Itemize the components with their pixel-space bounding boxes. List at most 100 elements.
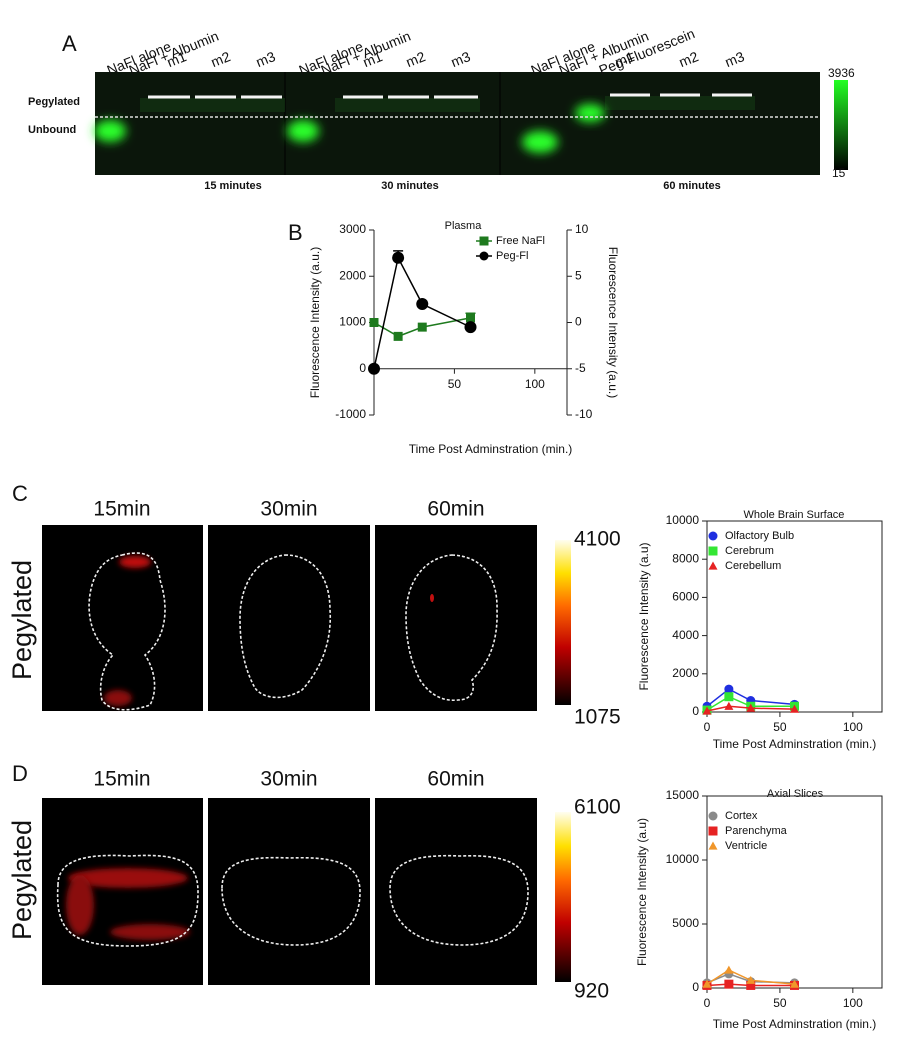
y-axis-label: Fluorescence Intensity (a.u.) bbox=[308, 247, 322, 398]
data-point bbox=[466, 313, 475, 323]
lane-label: m2 bbox=[209, 48, 233, 70]
time-label: 30min bbox=[260, 768, 317, 791]
panel-letter: C bbox=[12, 481, 28, 506]
legend-marker bbox=[708, 561, 718, 570]
data-point bbox=[369, 318, 379, 327]
legend-label: Cerebellum bbox=[725, 560, 781, 572]
time-label: 30 minutes bbox=[381, 180, 438, 192]
chart-title: Plasma bbox=[445, 220, 483, 232]
legend-label: Parenchyma bbox=[725, 825, 788, 837]
data-point bbox=[724, 684, 734, 694]
x-tick-label: 100 bbox=[525, 377, 545, 391]
lane-label: m2 bbox=[404, 48, 428, 70]
data-point bbox=[724, 979, 734, 989]
colorbar-min: 15 bbox=[832, 166, 846, 180]
y-tick-label: -1000 bbox=[335, 407, 366, 421]
y-tick-label: 6000 bbox=[672, 590, 699, 604]
y2-tick-label: 0 bbox=[575, 315, 582, 329]
time-label: 15 minutes bbox=[204, 180, 261, 192]
lane-label: m2 bbox=[677, 48, 701, 70]
series-line bbox=[373, 255, 471, 369]
legend-marker bbox=[708, 841, 718, 850]
x-axis-label: Time Post Adminstration (min.) bbox=[409, 442, 573, 456]
panel-letter: A bbox=[62, 31, 77, 56]
x-axis-label: Time Post Adminstration (min.) bbox=[713, 1017, 877, 1031]
lane-label: m1 bbox=[165, 48, 189, 70]
series-line bbox=[706, 688, 795, 707]
colorbar-min: 920 bbox=[574, 980, 609, 1003]
legend-label: Peg-Fl bbox=[496, 250, 528, 262]
row-label: Pegylated bbox=[7, 820, 37, 940]
y-tick-label: 2000 bbox=[672, 666, 699, 680]
chart-title: Whole Brain Surface bbox=[744, 509, 845, 521]
data-point bbox=[724, 701, 734, 710]
y-tick-label: 1000 bbox=[339, 315, 366, 329]
y2-axis-label: Fluorescence Intensity (a.u.) bbox=[606, 247, 620, 398]
series-line bbox=[373, 317, 471, 338]
legend-marker bbox=[708, 546, 718, 556]
series-line bbox=[706, 969, 795, 985]
legend-label: Free NaFl bbox=[496, 235, 545, 247]
colorbar-max: 4100 bbox=[574, 528, 621, 551]
y2-tick-label: -5 bbox=[575, 361, 586, 375]
x-tick-label: 100 bbox=[843, 996, 863, 1010]
data-point bbox=[702, 706, 712, 715]
x-tick-label: 100 bbox=[843, 720, 863, 734]
x-tick-label: 50 bbox=[773, 996, 787, 1010]
time-label: 60min bbox=[427, 498, 484, 521]
y-tick-label: 3000 bbox=[339, 222, 366, 236]
series-line bbox=[706, 695, 795, 711]
legend-marker bbox=[479, 236, 489, 246]
data-point bbox=[790, 979, 799, 988]
data-point bbox=[368, 362, 380, 375]
lane-label: m3 bbox=[723, 48, 747, 70]
y-tick-label: 10000 bbox=[666, 852, 700, 866]
legend-marker bbox=[708, 826, 718, 836]
lane-label: m3 bbox=[254, 48, 278, 70]
data-point bbox=[724, 965, 734, 974]
gel-image bbox=[94, 72, 848, 175]
lane-label: m1 bbox=[361, 48, 385, 70]
y-tick-label: 2000 bbox=[339, 268, 366, 282]
y2-tick-label: 10 bbox=[575, 222, 589, 236]
data-point bbox=[724, 692, 734, 702]
panel-letter: B bbox=[288, 220, 303, 245]
y-tick-label: 15000 bbox=[666, 788, 700, 802]
data-point bbox=[746, 703, 756, 712]
y-axis-label: Fluorescence Intensity (a.u) bbox=[637, 542, 651, 690]
y-axis-label: Fluorescence Intensity (a.u) bbox=[635, 818, 649, 966]
y-tick-label: 4000 bbox=[672, 628, 699, 642]
y-tick-label: 10000 bbox=[666, 513, 700, 527]
axial-slice-images bbox=[42, 798, 571, 985]
x-tick-label: 0 bbox=[704, 996, 711, 1010]
x-tick-label: 0 bbox=[704, 720, 711, 734]
lane-label: m3 bbox=[449, 48, 473, 70]
data-point bbox=[464, 321, 477, 334]
legend-label: Ventricle bbox=[725, 840, 767, 852]
time-label: 60min bbox=[427, 768, 484, 791]
series-line bbox=[706, 983, 795, 987]
legend-label: Cerebrum bbox=[725, 545, 774, 557]
brain-surface-images bbox=[42, 525, 571, 711]
lane-label: m1 bbox=[613, 48, 637, 70]
data-point bbox=[392, 251, 405, 264]
y2-tick-label: -10 bbox=[575, 407, 593, 421]
legend-label: Olfactory Bulb bbox=[725, 530, 794, 542]
y-tick-label: 0 bbox=[692, 980, 699, 994]
data-point bbox=[417, 322, 427, 332]
data-point bbox=[746, 980, 756, 990]
legend-marker bbox=[479, 251, 489, 261]
y-tick-label: 0 bbox=[359, 361, 366, 375]
series-line bbox=[706, 705, 795, 712]
row-label: Pegylated bbox=[7, 560, 37, 680]
data-point bbox=[702, 979, 712, 988]
y-tick-label: 0 bbox=[692, 704, 699, 718]
data-point bbox=[790, 704, 799, 713]
time-label: 15min bbox=[93, 498, 150, 521]
legend-label: Cortex bbox=[725, 810, 758, 822]
data-point bbox=[393, 331, 403, 341]
legend-marker bbox=[708, 531, 718, 541]
row-label: Pegylated bbox=[28, 96, 80, 108]
row-label: Unbound bbox=[28, 124, 76, 136]
